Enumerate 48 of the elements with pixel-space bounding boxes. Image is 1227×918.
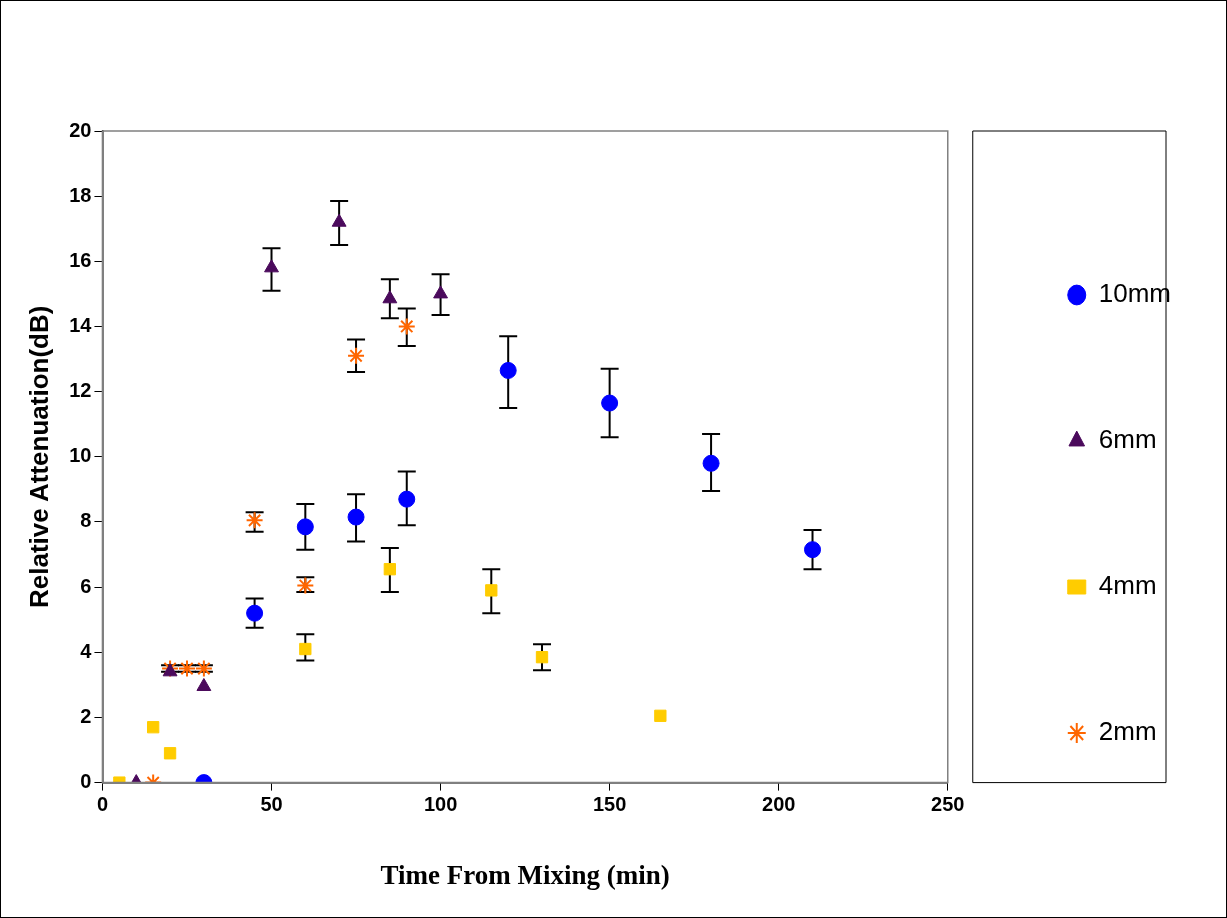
x-tick-label: 50 <box>260 793 283 816</box>
point <box>161 659 180 678</box>
point <box>383 563 397 576</box>
point <box>601 394 619 412</box>
point <box>162 663 178 677</box>
point <box>347 346 366 365</box>
y-tick-label: 4 <box>80 639 93 662</box>
legend-label: 2mm <box>1098 716 1157 747</box>
x-axis-title: Time From Mixing (min) <box>380 859 670 890</box>
point <box>535 651 549 664</box>
point <box>382 290 398 304</box>
point <box>246 604 264 622</box>
point <box>347 508 365 526</box>
point <box>296 518 314 536</box>
y-tick-label: 12 <box>69 379 92 402</box>
point <box>299 642 312 656</box>
x-tick-label: 200 <box>762 793 796 816</box>
x-tick-label: 250 <box>931 793 965 816</box>
point <box>398 490 416 508</box>
point <box>194 659 213 678</box>
y-tick-label: 18 <box>69 183 92 206</box>
point <box>804 541 822 559</box>
point <box>433 285 448 299</box>
y-tick-label: 20 <box>69 118 92 141</box>
y-tick-label: 2 <box>80 704 92 727</box>
point <box>499 361 517 379</box>
legend-label: 4mm <box>1098 570 1157 601</box>
y-tick-label: 10 <box>69 444 92 467</box>
point <box>331 213 347 227</box>
point <box>177 659 196 678</box>
x-tick-label: 150 <box>592 793 627 816</box>
point <box>702 454 720 472</box>
y-tick-label: 6 <box>80 574 92 597</box>
point <box>264 259 279 273</box>
y-tick-label: 8 <box>80 509 92 532</box>
legend-label: 10mm <box>1098 278 1172 309</box>
y-axis-title: Relative Attenuation(dB) <box>23 305 54 608</box>
point <box>397 317 416 336</box>
x-tick-label: 100 <box>423 793 458 816</box>
y-tick-label: 14 <box>69 314 93 336</box>
point <box>485 584 498 597</box>
point <box>147 721 160 734</box>
legend-label: 6mm <box>1098 424 1157 455</box>
point <box>163 747 177 760</box>
y-tick-label: 0 <box>80 770 92 793</box>
point <box>654 709 667 722</box>
y-tick-label: 16 <box>69 248 92 271</box>
x-tick-label: 0 <box>96 793 109 816</box>
